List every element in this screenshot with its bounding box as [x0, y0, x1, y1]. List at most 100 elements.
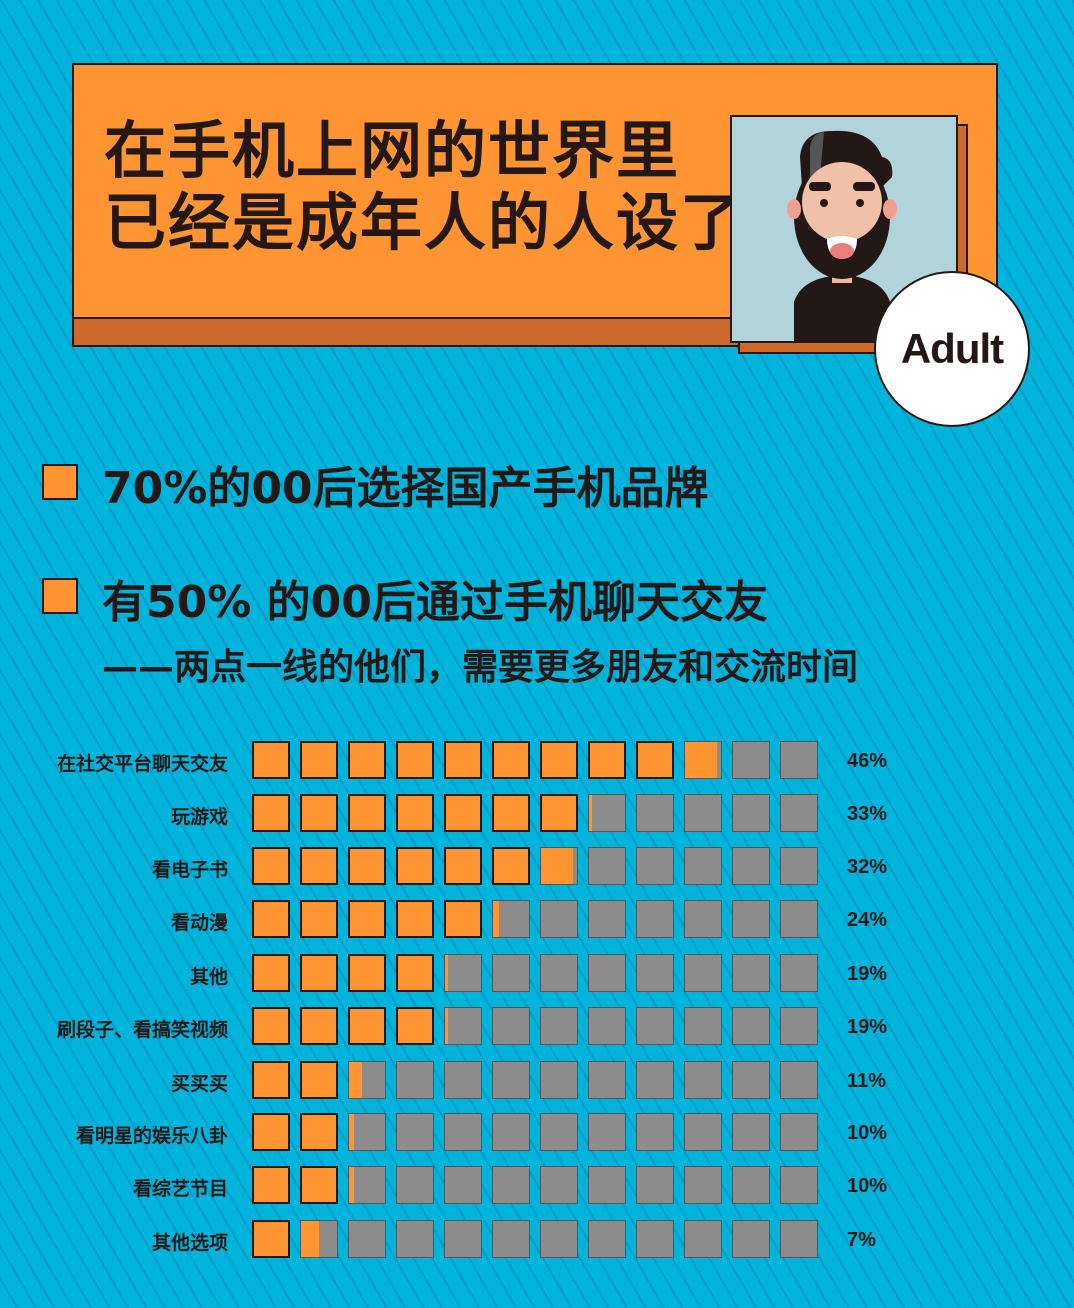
- square-fill: [350, 849, 384, 883]
- page-title: 在手机上网的世界里 已经是成年人的人设了: [104, 115, 744, 259]
- pictogram-square: [684, 847, 722, 885]
- pictogram-square: [492, 1113, 530, 1151]
- pictogram-square: [348, 741, 386, 779]
- pictogram-square: [300, 794, 338, 832]
- square-fill: [302, 1063, 336, 1097]
- square-fill: [254, 1222, 288, 1256]
- pictogram-square: [636, 1166, 674, 1204]
- pictogram-square: [780, 1113, 818, 1151]
- pictogram-square: [732, 1007, 770, 1045]
- pictogram-square: [300, 741, 338, 779]
- square-fill: [254, 1009, 288, 1043]
- pictogram-square: [732, 954, 770, 992]
- pictogram-square: [732, 1113, 770, 1151]
- category-label: 买买买: [170, 1073, 228, 1095]
- pictogram-square: [684, 1166, 722, 1204]
- category-label: 玩游戏: [170, 806, 228, 828]
- square-fill: [446, 743, 480, 777]
- pictogram-square: [540, 1166, 578, 1204]
- pictogram-square: [540, 794, 578, 832]
- pictogram-square: [780, 1220, 818, 1258]
- category-label: 看明星的娱乐八卦: [75, 1125, 228, 1147]
- pictogram-square: [348, 1061, 386, 1099]
- square-fill: [589, 795, 593, 831]
- pictogram-square: [684, 900, 722, 938]
- pictogram-square: [444, 954, 482, 992]
- pictogram-square: [684, 954, 722, 992]
- square-fill: [302, 796, 336, 830]
- category-label: 其他: [189, 966, 228, 988]
- pictogram-square: [780, 794, 818, 832]
- subheading: ——两点一线的他们，需要更多朋友和交流时间: [102, 647, 859, 688]
- pictogram-square: [444, 1166, 482, 1204]
- pictogram-square: [252, 954, 290, 992]
- value-label: 24%: [847, 909, 888, 931]
- square-fill: [302, 956, 336, 990]
- pictogram-square: [396, 900, 434, 938]
- pictogram-square: [732, 1220, 770, 1258]
- square-fill: [494, 796, 528, 830]
- pictogram-square: [492, 1007, 530, 1045]
- pictogram-square: [252, 1061, 290, 1099]
- pictogram-square: [780, 900, 818, 938]
- square-fill: [254, 743, 288, 777]
- pictogram-square: [396, 1220, 434, 1258]
- square-fill: [446, 849, 480, 883]
- category-label: 看电子书: [151, 859, 228, 881]
- square-fill: [301, 1221, 320, 1257]
- avatar: [730, 115, 958, 343]
- square-fill: [254, 902, 288, 936]
- pictogram-square: [588, 1061, 626, 1099]
- pictogram-square: [492, 1220, 530, 1258]
- pictogram-square: [348, 954, 386, 992]
- square-fill: [398, 796, 432, 830]
- category-label: 在社交平台聊天交友: [56, 753, 228, 775]
- pictogram-square: [444, 794, 482, 832]
- pictogram-square: [348, 847, 386, 885]
- pictogram-square: [636, 847, 674, 885]
- pictogram-square: [636, 1061, 674, 1099]
- square-fill: [542, 796, 576, 830]
- pictogram-square: [300, 1007, 338, 1045]
- pictogram-square: [300, 1220, 338, 1258]
- bullet-square-icon: [42, 578, 78, 614]
- pictogram-square: [636, 794, 674, 832]
- square-fill: [542, 743, 576, 777]
- value-label: 7%: [847, 1229, 876, 1251]
- square-fill: [446, 796, 480, 830]
- pictogram-square: [348, 1007, 386, 1045]
- pictogram-square: [444, 847, 482, 885]
- square-fill: [398, 743, 432, 777]
- pictogram-square: [588, 1113, 626, 1151]
- pictogram-square: [636, 1113, 674, 1151]
- pictogram-square: [588, 900, 626, 938]
- pictogram-square: [732, 847, 770, 885]
- pictogram-square: [252, 741, 290, 779]
- pictogram-square: [588, 954, 626, 992]
- pictogram-square: [732, 794, 770, 832]
- pictogram-square: [252, 1166, 290, 1204]
- pictogram-square: [444, 1061, 482, 1099]
- pictogram-square: [732, 741, 770, 779]
- value-label: 19%: [847, 963, 888, 985]
- pictogram-square: [684, 794, 722, 832]
- pictogram-square: [684, 741, 722, 779]
- pictogram-square: [684, 1113, 722, 1151]
- pictogram-square: [444, 1007, 482, 1045]
- pictogram-square: [636, 1220, 674, 1258]
- pictogram-square: [540, 1220, 578, 1258]
- pictogram-square: [780, 954, 818, 992]
- square-fill: [302, 1009, 336, 1043]
- pictogram-square: [300, 1113, 338, 1151]
- pictogram-square: [780, 1061, 818, 1099]
- pictogram-square: [252, 1113, 290, 1151]
- square-fill: [398, 1009, 432, 1043]
- pictogram-square: [492, 954, 530, 992]
- pictogram-square: [588, 794, 626, 832]
- square-fill: [446, 902, 480, 936]
- pictogram-square: [396, 1166, 434, 1204]
- square-fill: [350, 956, 384, 990]
- square-fill: [302, 743, 336, 777]
- pictogram-square: [780, 1166, 818, 1204]
- pictogram-square: [540, 847, 578, 885]
